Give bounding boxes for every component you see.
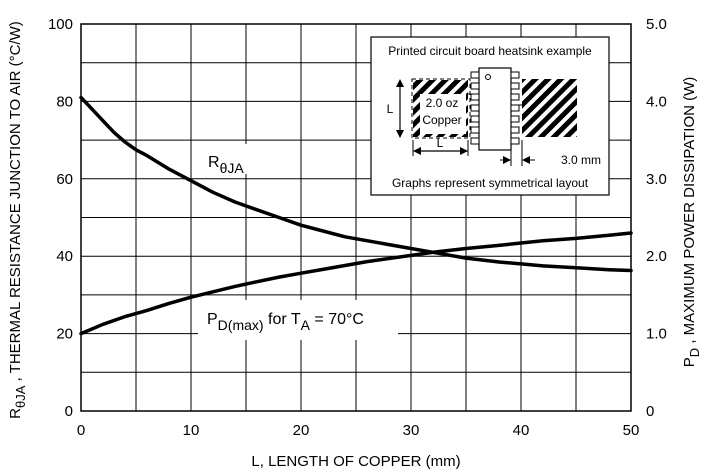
x-tick-labels: 0 10 20 30 40 50	[77, 422, 640, 439]
left-copper-outline	[411, 78, 471, 139]
horizontal-length-label: L	[437, 136, 444, 150]
y2-tick-label: 5.0	[646, 16, 667, 33]
ic-package	[468, 67, 522, 151]
y-axis-title: RθJA , THERMAL RESISTANCE JUNCTION TO AI…	[7, 21, 28, 419]
x-tick-label: 10	[183, 422, 200, 439]
y2-axis-title: PD , MAXIMUM POWER DISSIPATION (W)	[681, 77, 702, 368]
y2-tick-label: 4.0	[646, 93, 667, 110]
vertical-length-label: L	[387, 102, 394, 116]
copper-label-bg	[420, 94, 466, 134]
pcb-inset: Printed circuit board heatsink example 2…	[370, 36, 610, 196]
y-tick-label: 80	[56, 93, 73, 110]
pd-max-line	[79, 231, 633, 336]
y-tick-label: 0	[65, 403, 73, 420]
y2-tick-label: 2.0	[646, 248, 667, 265]
y2-tick-labels: 0 1.0 2.0 3.0 4.0 5.0	[646, 16, 667, 420]
x-axis-title: L, LENGTH OF COPPER (mm)	[251, 453, 460, 470]
rtheta-ja-line	[79, 95, 633, 273]
inset-caption: Graphs represent symmetrical layout	[392, 176, 589, 190]
pd-label-bg	[198, 300, 398, 340]
series-lines	[79, 95, 633, 336]
copper-label: Copper	[422, 113, 461, 127]
x-tick-label: 0	[77, 422, 85, 439]
y-tick-label: 60	[56, 171, 73, 188]
y2-tick-label: 3.0	[646, 171, 667, 188]
y2-tick-label: 1.0	[646, 326, 667, 343]
spacing-label: 3.0 mm	[561, 153, 601, 167]
x-tick-label: 40	[513, 422, 530, 439]
copper-weight-label: 2.0 oz	[426, 96, 459, 110]
inset-title: Printed circuit board heatsink example	[388, 44, 592, 58]
y2-tick-label: 0	[646, 403, 654, 420]
rtheta-label-bg	[204, 144, 274, 174]
x-tick-label: 50	[623, 422, 640, 439]
y-tick-label: 20	[56, 326, 73, 343]
x-tick-label: 30	[403, 422, 420, 439]
pd-series-label: PD(max) for TA = 70°C	[207, 311, 364, 333]
rtheta-series-label: RθJA	[208, 154, 244, 176]
y-tick-labels: 0 20 40 60 80 100	[48, 16, 73, 420]
y-tick-label: 40	[56, 248, 73, 265]
right-copper-pad	[522, 79, 577, 137]
plot-frame	[80, 23, 632, 412]
x-tick-label: 20	[293, 422, 310, 439]
y-tick-label: 100	[48, 16, 73, 33]
